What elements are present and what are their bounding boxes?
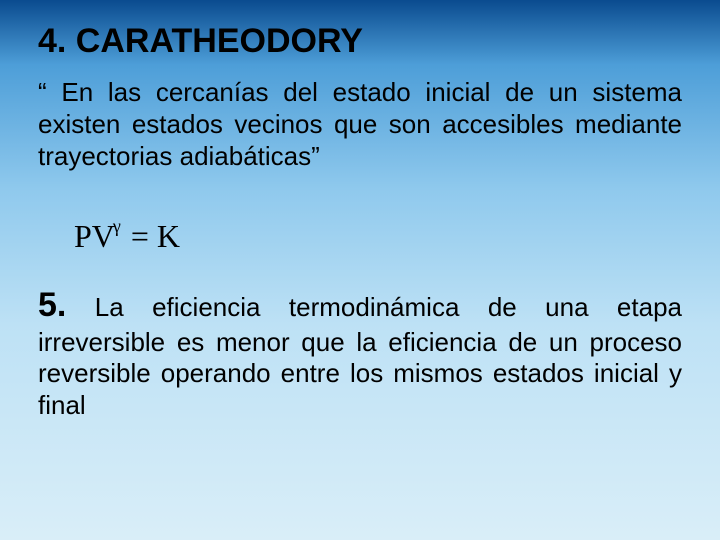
section-5-first-sentence: La eficiencia termodinámica de una etapa: [66, 292, 682, 322]
formula-k: K: [157, 218, 180, 254]
formula-pv: PV: [74, 218, 115, 254]
section-5-lead-number: 5.: [38, 286, 66, 324]
adiabatic-formula: PVγ = K: [74, 218, 180, 255]
formula-row: PVγ = K: [74, 218, 682, 255]
section-4-heading: 4. CARATHEODORY: [38, 22, 682, 61]
section-5-paragraph: 5. La eficiencia termodinámica de una et…: [38, 285, 682, 422]
section-5-rest: irreversible es menor que la eficiencia …: [38, 327, 682, 420]
formula-equals: =: [123, 218, 157, 254]
section-4-paragraph: “ En las cercanías del estado inicial de…: [38, 77, 682, 172]
formula-exponent-gamma: γ: [113, 216, 121, 236]
